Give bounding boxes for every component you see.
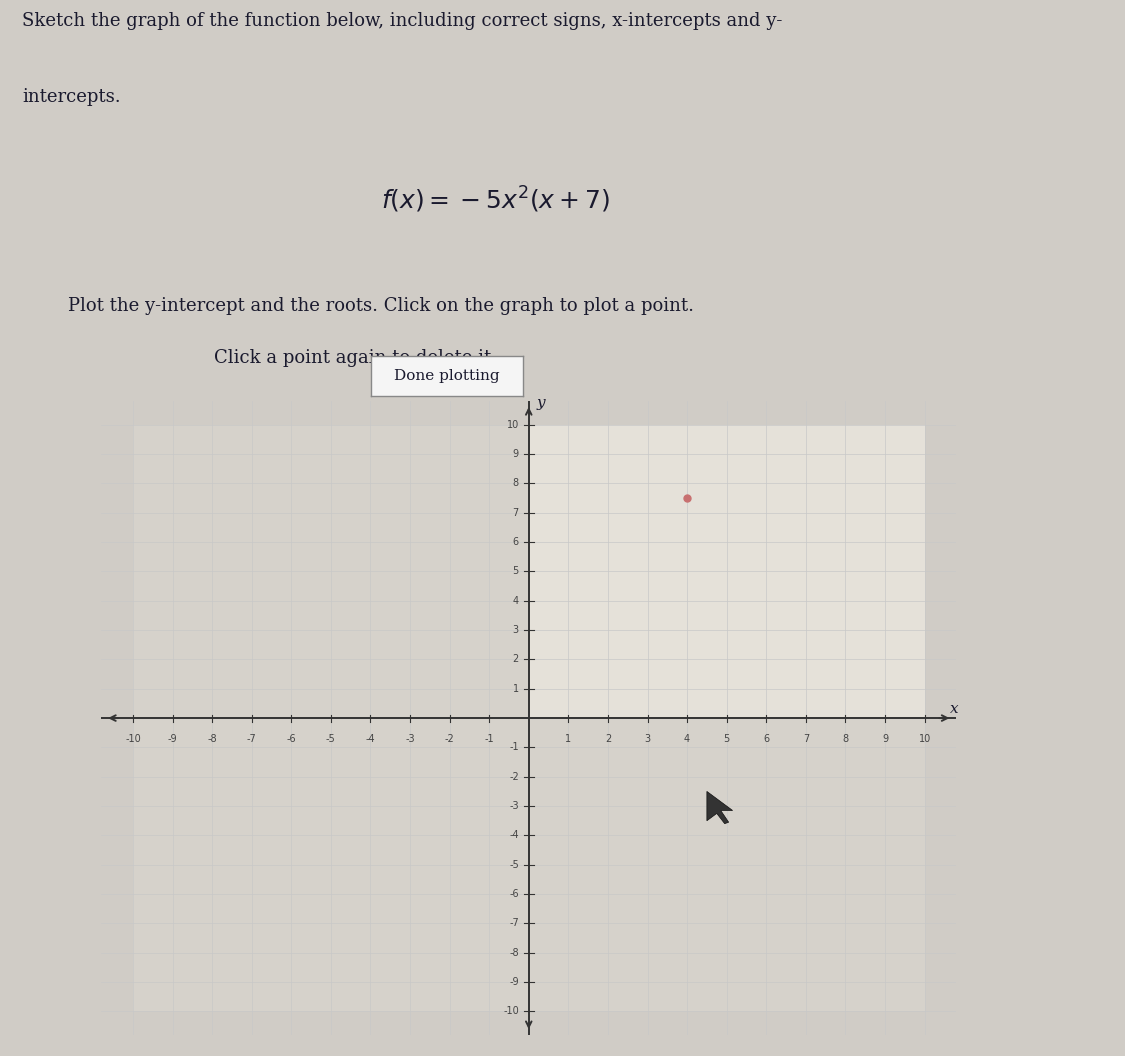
Text: -9: -9 — [510, 977, 519, 987]
Text: x: x — [950, 702, 958, 716]
Text: 1: 1 — [565, 734, 572, 744]
Text: y: y — [537, 396, 544, 410]
Text: -8: -8 — [207, 734, 217, 744]
Text: -7: -7 — [246, 734, 256, 744]
Text: $f(x) = -5x^2(x+7)$: $f(x) = -5x^2(x+7)$ — [380, 185, 610, 214]
Polygon shape — [706, 791, 732, 824]
Text: -3: -3 — [405, 734, 415, 744]
Text: intercepts.: intercepts. — [22, 89, 122, 107]
Text: 8: 8 — [513, 478, 519, 489]
Text: 10: 10 — [506, 419, 519, 430]
Text: 3: 3 — [513, 625, 519, 635]
Text: -6: -6 — [510, 889, 519, 899]
Text: 6: 6 — [763, 734, 770, 744]
Text: 9: 9 — [882, 734, 888, 744]
Text: 9: 9 — [513, 449, 519, 459]
Bar — [529, 425, 925, 718]
Text: 7: 7 — [803, 734, 809, 744]
Text: -1: -1 — [485, 734, 494, 744]
Text: -4: -4 — [366, 734, 376, 744]
Text: -6: -6 — [287, 734, 296, 744]
Text: 3: 3 — [645, 734, 650, 744]
Text: 1: 1 — [513, 683, 519, 694]
Text: -2: -2 — [444, 734, 454, 744]
Text: 5: 5 — [513, 566, 519, 577]
Text: -4: -4 — [510, 830, 519, 841]
Text: Plot the y-intercept and the roots. Click on the graph to plot a point.: Plot the y-intercept and the roots. Clic… — [68, 297, 693, 315]
Text: -2: -2 — [510, 772, 519, 781]
Text: 7: 7 — [513, 508, 519, 517]
Text: -9: -9 — [168, 734, 178, 744]
Text: -3: -3 — [510, 802, 519, 811]
Text: 5: 5 — [723, 734, 730, 744]
Text: Done plotting: Done plotting — [395, 369, 500, 383]
Text: 2: 2 — [513, 655, 519, 664]
Text: 6: 6 — [513, 538, 519, 547]
Text: 4: 4 — [513, 596, 519, 606]
Text: -10: -10 — [125, 734, 141, 744]
Text: 2: 2 — [605, 734, 611, 744]
Text: -10: -10 — [503, 1006, 519, 1017]
Text: 10: 10 — [918, 734, 930, 744]
Text: Sketch the graph of the function below, including correct signs, x-intercepts an: Sketch the graph of the function below, … — [22, 12, 783, 30]
Text: -1: -1 — [510, 742, 519, 753]
Text: 4: 4 — [684, 734, 690, 744]
Text: -8: -8 — [510, 947, 519, 958]
Text: Click a point again to delete it.: Click a point again to delete it. — [214, 350, 497, 367]
Text: -5: -5 — [326, 734, 335, 744]
Text: -5: -5 — [510, 860, 519, 870]
Text: -7: -7 — [510, 919, 519, 928]
Text: 8: 8 — [843, 734, 848, 744]
